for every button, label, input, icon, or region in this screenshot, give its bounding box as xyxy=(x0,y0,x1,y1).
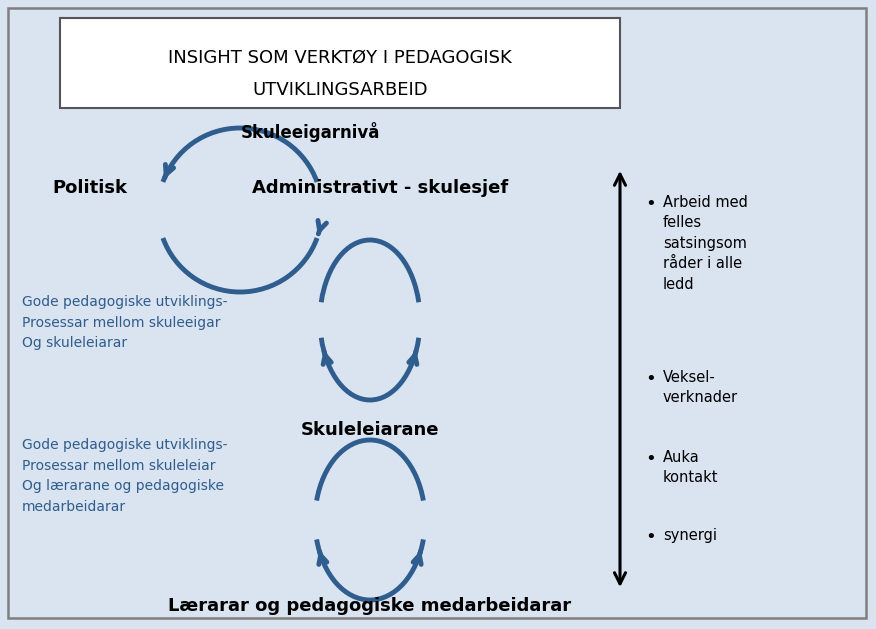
Text: Gode pedagogiske utviklings-
Prosessar mellom skuleeigar
Og skuleleiarar: Gode pedagogiske utviklings- Prosessar m… xyxy=(22,295,228,350)
Text: Auka
kontakt: Auka kontakt xyxy=(663,450,718,486)
FancyBboxPatch shape xyxy=(60,18,620,108)
Text: •: • xyxy=(645,195,656,213)
Text: INSIGHT SOM VERKTØY I PEDAGOGISK: INSIGHT SOM VERKTØY I PEDAGOGISK xyxy=(168,49,512,67)
Text: UTVIKLINGSARBEID: UTVIKLINGSARBEID xyxy=(252,81,427,99)
Text: •: • xyxy=(645,450,656,468)
Text: synergi: synergi xyxy=(663,528,717,543)
Text: •: • xyxy=(645,370,656,388)
Text: Administrativt - skulesjef: Administrativt - skulesjef xyxy=(252,179,508,197)
Text: Skuleeigarnivå: Skuleeigarnivå xyxy=(240,122,379,142)
Text: Veksel-
verknader: Veksel- verknader xyxy=(663,370,738,406)
Text: Skuleleiarane: Skuleleiarane xyxy=(300,421,439,439)
Text: Gode pedagogiske utviklings-
Prosessar mellom skuleleiar
Og lærarane og pedagogi: Gode pedagogiske utviklings- Prosessar m… xyxy=(22,438,228,514)
Text: Lærarar og pedagogiske medarbeidarar: Lærarar og pedagogiske medarbeidarar xyxy=(168,597,571,615)
Text: Politisk: Politisk xyxy=(53,179,128,197)
Text: •: • xyxy=(645,528,656,546)
Text: Arbeid med
felles
satsingsom
råder i alle
ledd: Arbeid med felles satsingsom råder i all… xyxy=(663,195,748,292)
